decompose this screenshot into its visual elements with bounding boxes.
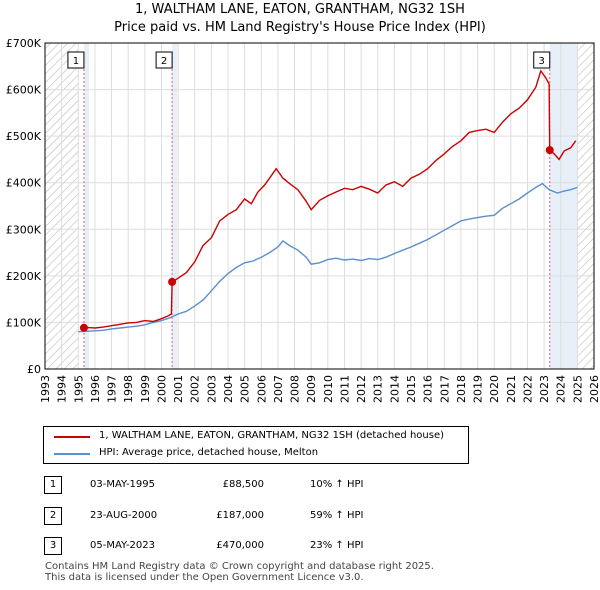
x-tick-label: 2005 <box>239 375 252 403</box>
sale-number-box <box>155 51 173 69</box>
legend-property-label: 1, WALTHAM LANE, EATON, GRANTHAM, NG32 1… <box>99 430 444 441</box>
chart-subtitle: Price paid vs. HM Land Registry's House … <box>114 20 486 35</box>
plot-frame <box>44 42 595 370</box>
x-tick-label: 2020 <box>488 375 501 403</box>
sale-number-box <box>67 51 85 69</box>
sale-number-marker: 2 <box>155 51 173 69</box>
sale-number-marker: 3 <box>533 51 551 69</box>
sale-number-box <box>533 51 551 69</box>
x-tick-label: 2018 <box>455 375 468 403</box>
x-tick-label: 2025 <box>571 375 584 403</box>
y-tick-label: £300K <box>6 223 42 236</box>
y-tick-label: £700K <box>6 37 42 50</box>
x-tick-label: 2010 <box>322 375 335 403</box>
y-tick-label: £500K <box>6 130 42 143</box>
x-tick-label: 2024 <box>555 375 568 403</box>
y-tick-label: £200K <box>6 270 42 283</box>
y-tick-label: £100K <box>6 316 42 329</box>
legend-hpi-swatch <box>54 453 90 455</box>
x-tick-label: 1996 <box>89 375 102 403</box>
sale-number-marker: 1 <box>67 51 85 69</box>
x-tick-label: 1995 <box>72 375 85 403</box>
sale-highlight-band <box>83 43 89 369</box>
x-tick-label: 2017 <box>438 375 451 403</box>
sale-point <box>545 146 554 155</box>
legend-property-swatch <box>54 436 90 438</box>
y-tick-label: £600K <box>6 84 42 97</box>
x-tick-label: 2014 <box>388 375 401 403</box>
sale-hpi-change: 10% ↑ HPI <box>310 479 364 490</box>
sale-date: 03-MAY-1995 <box>90 479 156 490</box>
x-tick-label: 1994 <box>56 375 69 403</box>
x-tick-label: 2021 <box>505 375 518 403</box>
sale-highlight-band <box>172 43 178 369</box>
sale-price: £187,000 <box>216 510 264 521</box>
hpi-line <box>78 182 578 333</box>
x-tick-label: 2003 <box>205 375 218 403</box>
sale-hpi-change: 23% ↑ HPI <box>310 540 364 551</box>
x-tick-label: 1998 <box>122 375 135 403</box>
hatched-region-end <box>577 43 594 369</box>
x-tick-label: 2008 <box>289 375 302 403</box>
x-tick-label: 2002 <box>189 375 202 403</box>
x-tick-label: 1993 <box>39 375 52 403</box>
sale-point <box>168 277 177 286</box>
x-tick-label: 2009 <box>305 375 318 403</box>
sale-number-text: 2 <box>161 56 167 67</box>
sale-date: 23-AUG-2000 <box>90 510 158 521</box>
sale-number-badge: 3 <box>44 537 62 555</box>
sale-number-badge: 2 <box>44 507 62 525</box>
y-tick-label: £400K <box>6 177 42 190</box>
x-tick-label: 2004 <box>222 375 235 403</box>
x-tick-label: 2007 <box>272 375 285 403</box>
sale-price: £88,500 <box>222 479 264 490</box>
price-chart: £0 £100K £200K £300K £400K £500K £600K £700K 199… <box>6 37 600 403</box>
x-tick-label: 2012 <box>355 375 368 403</box>
legend-hpi-label: HPI: Average price, detached house, Melt… <box>99 447 319 458</box>
legend: 1, WALTHAM LANE, EATON, GRANTHAM, NG32 1… <box>43 426 469 464</box>
y-tick-label: £0 <box>27 363 41 376</box>
x-tick-label: 2015 <box>405 375 418 403</box>
plot-area <box>45 43 594 369</box>
sale-price: £470,000 <box>216 540 264 551</box>
x-tick-label: 2016 <box>422 375 435 403</box>
x-tick-label: 2022 <box>521 375 534 403</box>
x-tick-label: 1997 <box>106 375 119 403</box>
sale-hpi-change: 59% ↑ HPI <box>310 510 364 521</box>
sale-date: 05-MAY-2023 <box>90 540 156 551</box>
property-price-line <box>83 69 577 329</box>
x-tick-label: 2006 <box>255 375 268 403</box>
x-tick-label: 2011 <box>338 375 351 403</box>
footer-licence: This data is licensed under the Open Gov… <box>45 572 364 583</box>
chart-title: 1, WALTHAM LANE, EATON, GRANTHAM, NG32 1… <box>135 2 465 17</box>
x-tick-label: 2019 <box>472 375 485 403</box>
x-tick-label: 1999 <box>139 375 152 403</box>
x-tick-label: 2013 <box>372 375 385 403</box>
sale-point <box>79 323 88 332</box>
sale-number-text: 3 <box>539 56 545 67</box>
footer-copyright: Contains HM Land Registry data © Crown c… <box>45 561 434 572</box>
x-tick-label: 2001 <box>172 375 185 403</box>
sale-number-text: 1 <box>73 56 79 67</box>
x-tick-label: 2023 <box>538 375 551 403</box>
x-tick-label: 2026 <box>588 375 600 403</box>
sale-number-badge: 1 <box>44 476 62 494</box>
sale-highlight-band <box>549 43 578 369</box>
x-tick-label: 2000 <box>155 375 168 403</box>
